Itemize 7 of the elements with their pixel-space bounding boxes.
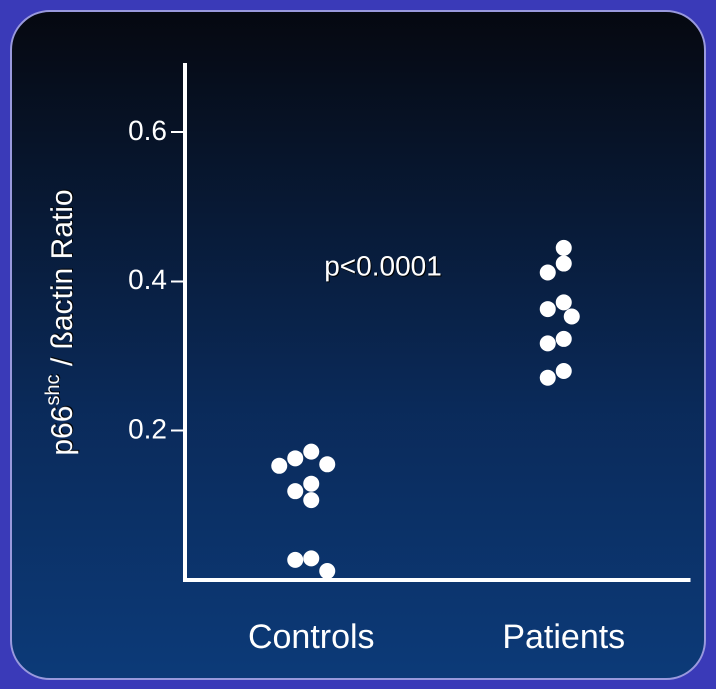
x-tick-label: Patients xyxy=(502,618,626,656)
x-tick-label: Controls xyxy=(248,618,375,656)
annotation: p<0.0001 xyxy=(324,250,442,282)
y-axis-title: p66shc / ßactin Ratio xyxy=(42,189,79,456)
y-tick-label: 0.6 xyxy=(128,114,167,146)
y-tick-label: 0.4 xyxy=(128,264,167,296)
y-tick-label: 0.2 xyxy=(128,413,167,444)
